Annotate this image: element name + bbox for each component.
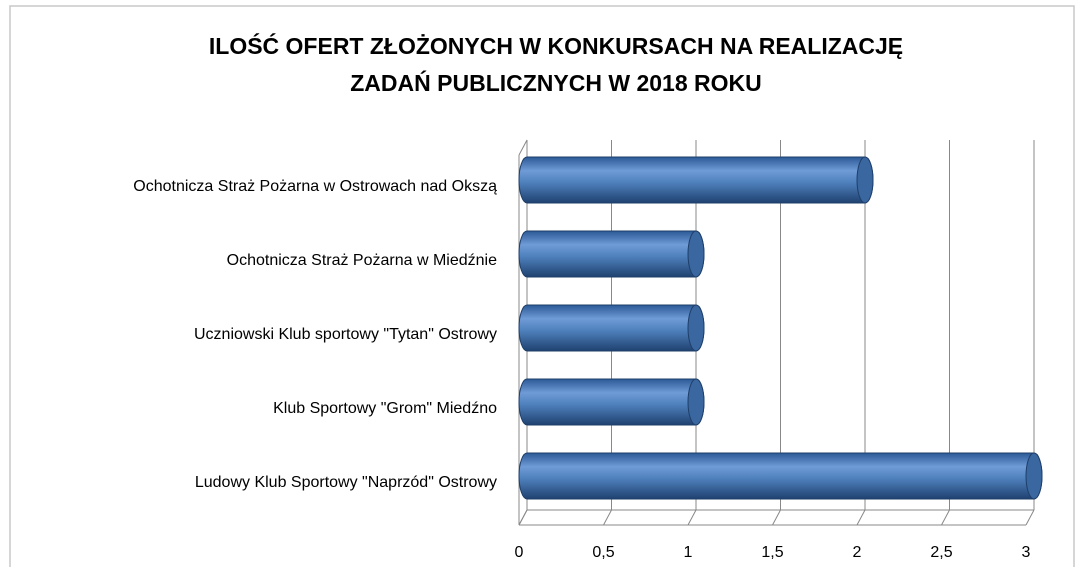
- x-tick-label: 3: [1022, 544, 1031, 561]
- grid-line-floor: [518, 509, 528, 526]
- bar-cap: [687, 230, 705, 278]
- bar: [518, 452, 1043, 500]
- bar: [518, 156, 874, 204]
- bar: [518, 378, 705, 426]
- bar: [518, 304, 705, 352]
- bar-cap: [687, 378, 705, 426]
- y-tick-label: Ludowy Klub Sportowy "Naprzód" Ostrowy: [195, 474, 497, 491]
- y-tick-label: Ochotnicza Straż Pożarna w Ostrowach nad…: [133, 178, 497, 195]
- grid-line-floor: [687, 509, 697, 526]
- bar: [518, 230, 705, 278]
- y-tick-label: Uczniowski Klub sportowy "Tytan" Ostrowy: [194, 326, 497, 343]
- chart-title: ILOŚĆ OFERT ZŁOŻONYCH W KONKURSACH NA RE…: [209, 32, 903, 59]
- grid-line-floor: [856, 509, 866, 526]
- grid-line-floor: [603, 509, 612, 526]
- grid-line-floor: [1025, 509, 1035, 526]
- grid-line-floor: [941, 509, 950, 526]
- x-tick-label: 2,5: [930, 544, 952, 561]
- x-tick-label: 1,5: [761, 544, 783, 561]
- grid-line-floor: [772, 509, 781, 526]
- x-tick-label: 0,5: [592, 544, 614, 561]
- bar-cap: [856, 156, 874, 204]
- bar-cap: [687, 304, 705, 352]
- x-tick-label: 0: [515, 544, 524, 561]
- bar-cap: [1025, 452, 1043, 500]
- x-tick-label: 1: [684, 544, 693, 561]
- y-tick-label: Klub Sportowy "Grom" Miedźno: [273, 400, 497, 417]
- y-tick-label: Ochotnicza Straż Pożarna w Miedźnie: [227, 252, 497, 269]
- chart-title: ZADAŃ PUBLICZNYCH W 2018 ROKU: [350, 69, 761, 96]
- x-tick-label: 2: [853, 544, 862, 561]
